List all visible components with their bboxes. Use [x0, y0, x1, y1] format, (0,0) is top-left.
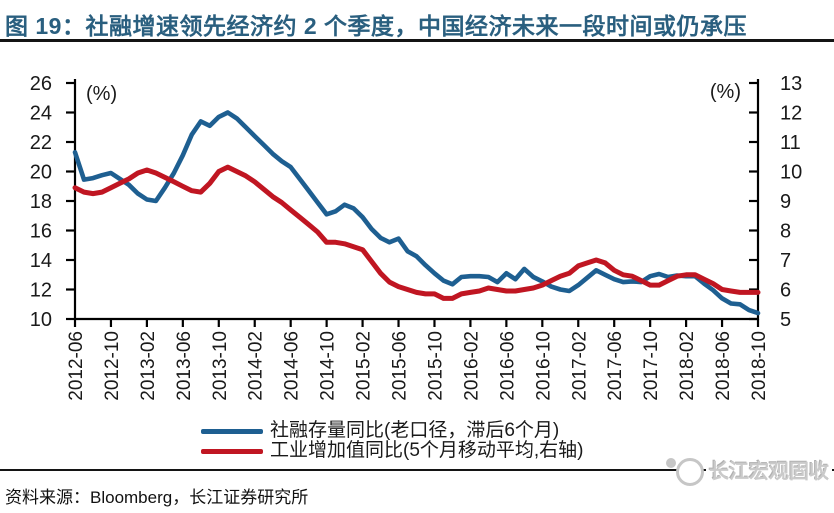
x-axis-tick-label: 2013-10: [210, 331, 231, 401]
left-axis-tick-label: 12: [30, 280, 52, 302]
x-axis-tick-label: 2016-10: [533, 331, 554, 401]
legend-item-tsf: 社融存量同比(老口径，滞后6个月): [201, 421, 584, 441]
x-axis-tick-label: 2012-10: [102, 331, 123, 401]
left-axis-tick-label: 10: [30, 309, 52, 331]
x-axis-tick-label: 2015-02: [354, 331, 375, 401]
x-axis-tick-label: 2015-06: [390, 331, 411, 401]
source-note: 资料来源：Bloomberg，长江证券研究所: [5, 488, 309, 507]
right-axis-tick-label: 10: [780, 162, 802, 184]
industrial-legend-swatch: [201, 448, 263, 454]
figure-title: 图 19：社融增速领先经济约 2 个季度，中国经济未来一段时间或仍承压: [5, 13, 748, 39]
right-axis-tick-label: 6: [780, 280, 791, 302]
left-axis-unit-label: (%): [86, 83, 117, 105]
x-axis-tick-label: 2018-06: [713, 331, 734, 401]
left-axis-tick-label: 14: [30, 250, 52, 272]
x-axis-tick-label: 2016-06: [497, 331, 518, 401]
brand-logo-icon: [664, 452, 706, 486]
x-axis-tick-label: 2014-06: [282, 331, 303, 401]
x-axis-tick-label: 2016-02: [461, 331, 482, 401]
x-axis-tick-label: 2017-10: [641, 331, 662, 401]
x-axis-tick-label: 2018-02: [677, 331, 698, 401]
right-axis-tick-label: 12: [780, 103, 802, 125]
left-axis-tick-label: 24: [30, 103, 52, 125]
tsf-legend-label: 社融存量同比(老口径，滞后6个月): [270, 420, 560, 441]
x-axis-tick-label: 2015-10: [425, 331, 446, 401]
right-axis-tick-label: 5: [780, 309, 791, 331]
right-axis-tick-label: 7: [780, 250, 791, 272]
x-axis-tick-label: 2013-06: [174, 331, 195, 401]
industrial-output-line: [72, 164, 761, 301]
left-axis-tick-label: 16: [30, 221, 52, 243]
right-axis-unit-label: (%): [710, 81, 741, 103]
right-axis-tick-label: 13: [780, 73, 802, 95]
chart-legend: 社融存量同比(老口径，滞后6个月) 工业增加值同比(5个月移动平均,右轴): [201, 421, 584, 461]
footer-divider-line: [0, 469, 834, 471]
x-axis-tick-label: 2013-02: [138, 331, 159, 401]
right-axis-tick-label: 8: [780, 221, 791, 243]
tsf-legend-swatch: [201, 428, 263, 434]
industrial-legend-label: 工业增加值同比(5个月移动平均,右轴): [270, 440, 584, 461]
x-axis-tick-label: 2018-10: [749, 331, 770, 401]
x-axis-tick-label: 2017-02: [569, 331, 590, 401]
right-axis-tick-label: 9: [780, 191, 791, 213]
brand-watermark: 长江宏观固收: [664, 452, 832, 486]
left-axis-tick-label: 22: [30, 132, 52, 154]
x-axis-tick-label: 2014-02: [246, 331, 267, 401]
watermark-text: 长江宏观固收: [706, 453, 832, 485]
left-axis-tick-label: 18: [30, 191, 52, 213]
legend-item-industrial: 工业增加值同比(5个月移动平均,右轴): [201, 441, 584, 461]
x-axis-tick-label: 2012-06: [66, 331, 87, 401]
right-axis-tick-label: 11: [780, 132, 801, 154]
x-axis-tick-label: 2014-10: [318, 331, 339, 401]
title-divider-line: [0, 39, 834, 42]
x-axis-tick-label: 2017-06: [605, 331, 626, 401]
left-axis-tick-label: 26: [30, 73, 52, 95]
left-axis-tick-label: 20: [30, 162, 52, 184]
logo-big-circle: [676, 458, 704, 486]
logo-small-circle: [666, 458, 676, 468]
